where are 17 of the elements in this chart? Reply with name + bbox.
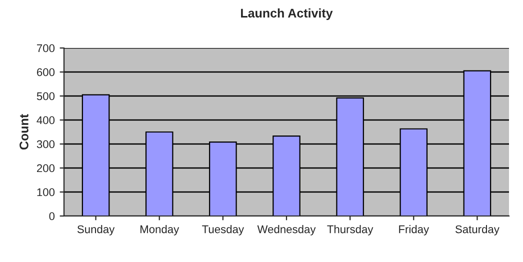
y-tick-label: 100 [37,188,55,196]
y-tick-label: 0 [49,212,55,220]
y-tick-label: 700 [37,44,55,52]
y-tick-label: 500 [36,92,55,100]
y-tick-label: 300 [36,140,55,148]
x-tick-label: Wednesday [257,225,316,236]
y-tick-label: 600 [37,68,55,76]
x-tick-label: Thursday [327,225,374,236]
x-tick-label: Sunday [77,225,115,236]
x-tick-label: Monday [140,225,180,236]
chart-title: Launch Activity [241,8,333,20]
x-tick-label: Tuesday [202,225,244,236]
x-tick-label: Saturday [455,225,500,236]
y-axis-title: Count [20,114,28,150]
y-tick-label: 400 [36,116,55,124]
y-tick-label: 200 [36,164,55,172]
x-tick-label: Friday [399,225,430,236]
